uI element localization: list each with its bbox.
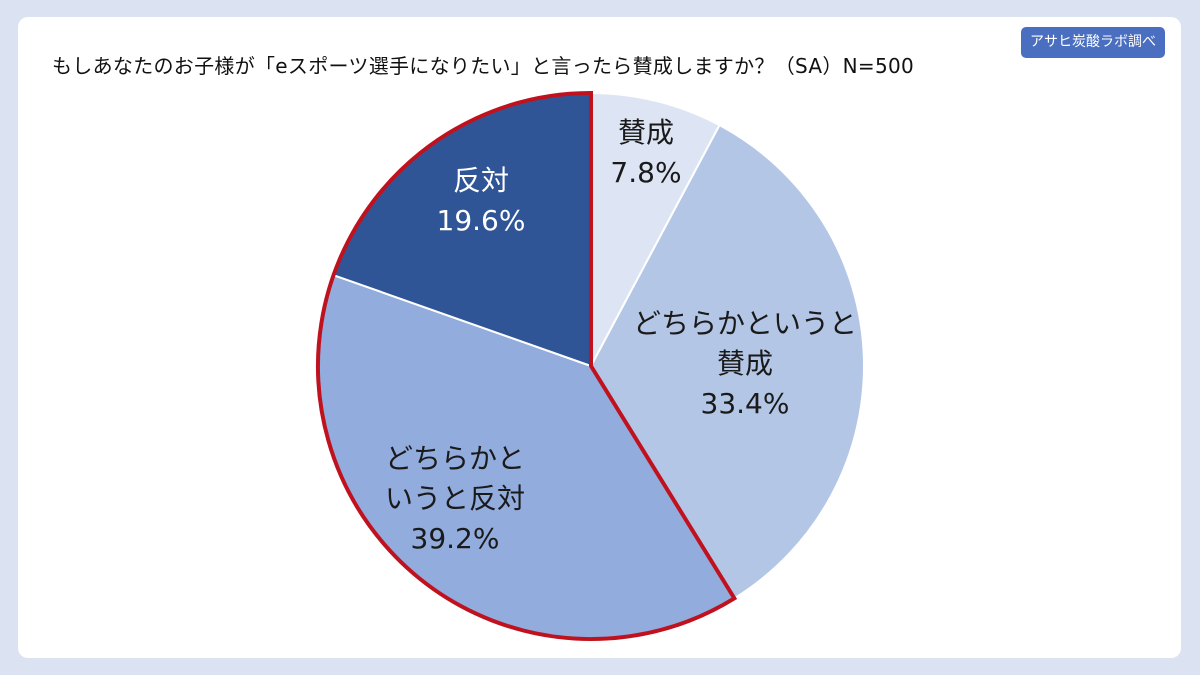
slice-labels: 賛成 7.8% どちらかというと賛成 33.4% どちらかというと反対 39.2% 反対 19… bbox=[385, 116, 857, 555]
highlight-outline bbox=[316, 90, 738, 641]
source-badge: アサヒ炭酸ラボ調べ bbox=[1021, 27, 1165, 58]
slice-dochiraka-hantai-label: どちらかというと反対 39.2% bbox=[385, 442, 525, 555]
slice-sansei bbox=[590, 91, 721, 367]
slice-sansei-label: 賛成 7.8% bbox=[610, 116, 681, 189]
chart-title: もしあなたのお子様が「eスポーツ選手になりたい」と言ったら賛成しますか？（SA）… bbox=[52, 54, 915, 78]
slice-dochiraka-sansei bbox=[589, 123, 865, 600]
slice-dochiraka-sansei-label: どちらかというと賛成 33.4% bbox=[633, 307, 857, 420]
slice-hantai-label: 反対 19.6% bbox=[437, 164, 526, 237]
pie-slices bbox=[317, 91, 865, 640]
